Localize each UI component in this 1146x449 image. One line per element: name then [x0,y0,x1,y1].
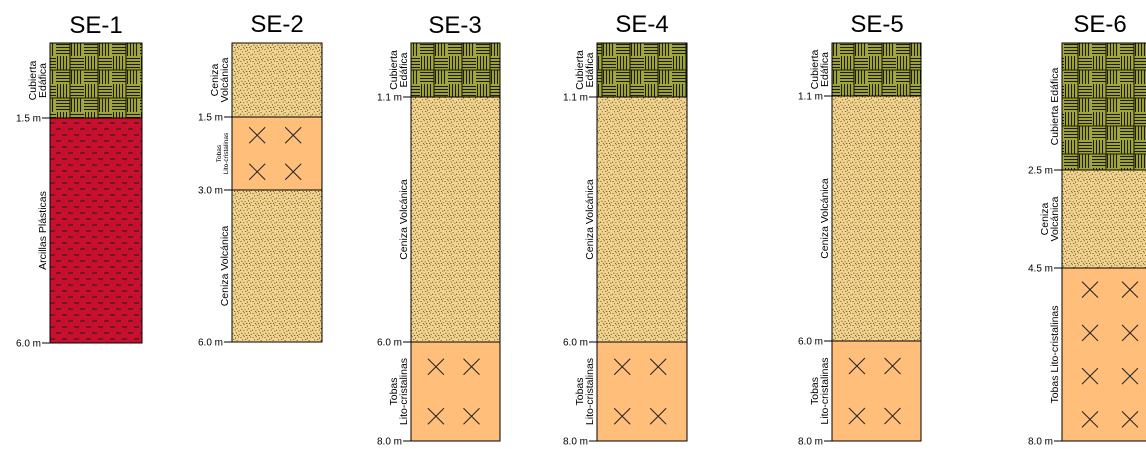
column-title: SE-1 [69,12,122,39]
depth-label: 1.5 m [198,113,223,124]
layer-ash-ceniza-volcanica: Ceniza Volcánica [219,190,322,342]
soil-fill [411,43,500,97]
depth-label: 1.1 m [377,93,402,104]
layer-label: Lito-cristalinas [584,358,596,425]
tuff-fill [832,341,921,441]
tuff-fill [1062,268,1146,441]
layer-ash-ceniza-volcanica: Ceniza Volcánica [584,97,687,342]
tuff-fill [411,342,500,441]
layer-label: Tobas [216,144,223,162]
depth-label: 6.0 m [377,338,402,349]
ash-fill [411,97,500,342]
tuff-fill [597,342,687,441]
depth-label: 6.0 m [563,338,588,349]
layer-label: Ceniza Volcánica [584,179,596,260]
depth-label: 1.1 m [563,93,588,104]
layer-label: Cubierta Edáfica [1049,68,1061,146]
layer-label: Tobas Lito-cristalinas [1049,305,1061,403]
depth-label: 6.0 m [198,338,223,349]
layer-label: Edáfica [584,52,596,87]
column-title: SE-2 [250,11,303,38]
layer-soil-cubierta-edafica: Cubierta Edáfica [1049,43,1146,170]
ash-fill [1062,170,1146,268]
column-title: SE-5 [850,11,903,38]
depth-label: 8.0 m [798,437,823,448]
layer-label: Edáfica [819,52,831,87]
ash-fill [832,96,921,341]
soil-fill [1062,43,1146,170]
layer-label: Lito-cristalinas [398,358,410,425]
ash-fill [232,190,322,342]
depth-label: 1.5 m [16,114,41,125]
depth-label: 4.5 m [1028,264,1053,275]
layer-label: Volcánica [1049,196,1061,241]
layer-label: Ceniza Volcánica [219,226,231,307]
layer-label: Lito-cristalinas [819,357,831,424]
depth-label: 1.1 m [798,92,823,103]
depth-label: 8.0 m [563,437,588,448]
layer-label: Edáfica [37,63,49,98]
layer-label: Volcánica [219,57,231,102]
layer-ash-ceniza-volcanica: Ceniza Volcánica [398,97,500,342]
layer-label: Ceniza Volcánica [398,179,410,260]
depth-label: 8.0 m [377,437,402,448]
depth-label: 6.0 m [16,339,41,350]
layer-tuff-tobas-lito-cristalinas: Tobas Lito-cristalinas [1049,268,1146,441]
depth-label: 3.0 m [198,186,223,197]
layer-label: Lito-cristalinas [223,132,230,174]
layer-label: Ceniza Volcánica [819,178,831,259]
depth-label: 2.5 m [1028,166,1053,177]
layer-clay-arcillas-plasticas: Arcillas Plásticas [37,118,142,343]
layer-label: Arcillas Plásticas [37,191,49,270]
soil-fill [50,43,142,118]
column-title: SE-3 [428,12,481,39]
depth-label: 8.0 m [1028,437,1053,448]
column-title: SE-6 [1073,11,1126,38]
column-title: SE-4 [615,11,668,38]
layer-ash-ceniza-volcanica: Ceniza Volcánica [819,96,921,341]
ash-fill [232,43,322,117]
soil-fill [597,43,687,97]
column-se5: SE-5 CubiertaEdáfica Ceniza Volcánica Tobas… [798,11,921,448]
soil-fill [832,43,921,96]
ash-fill [597,97,687,342]
tuff-fill [232,117,322,190]
layer-label: Edáfica [398,52,410,87]
depth-label: 6.0 m [798,337,823,348]
clay-fill [50,118,142,343]
